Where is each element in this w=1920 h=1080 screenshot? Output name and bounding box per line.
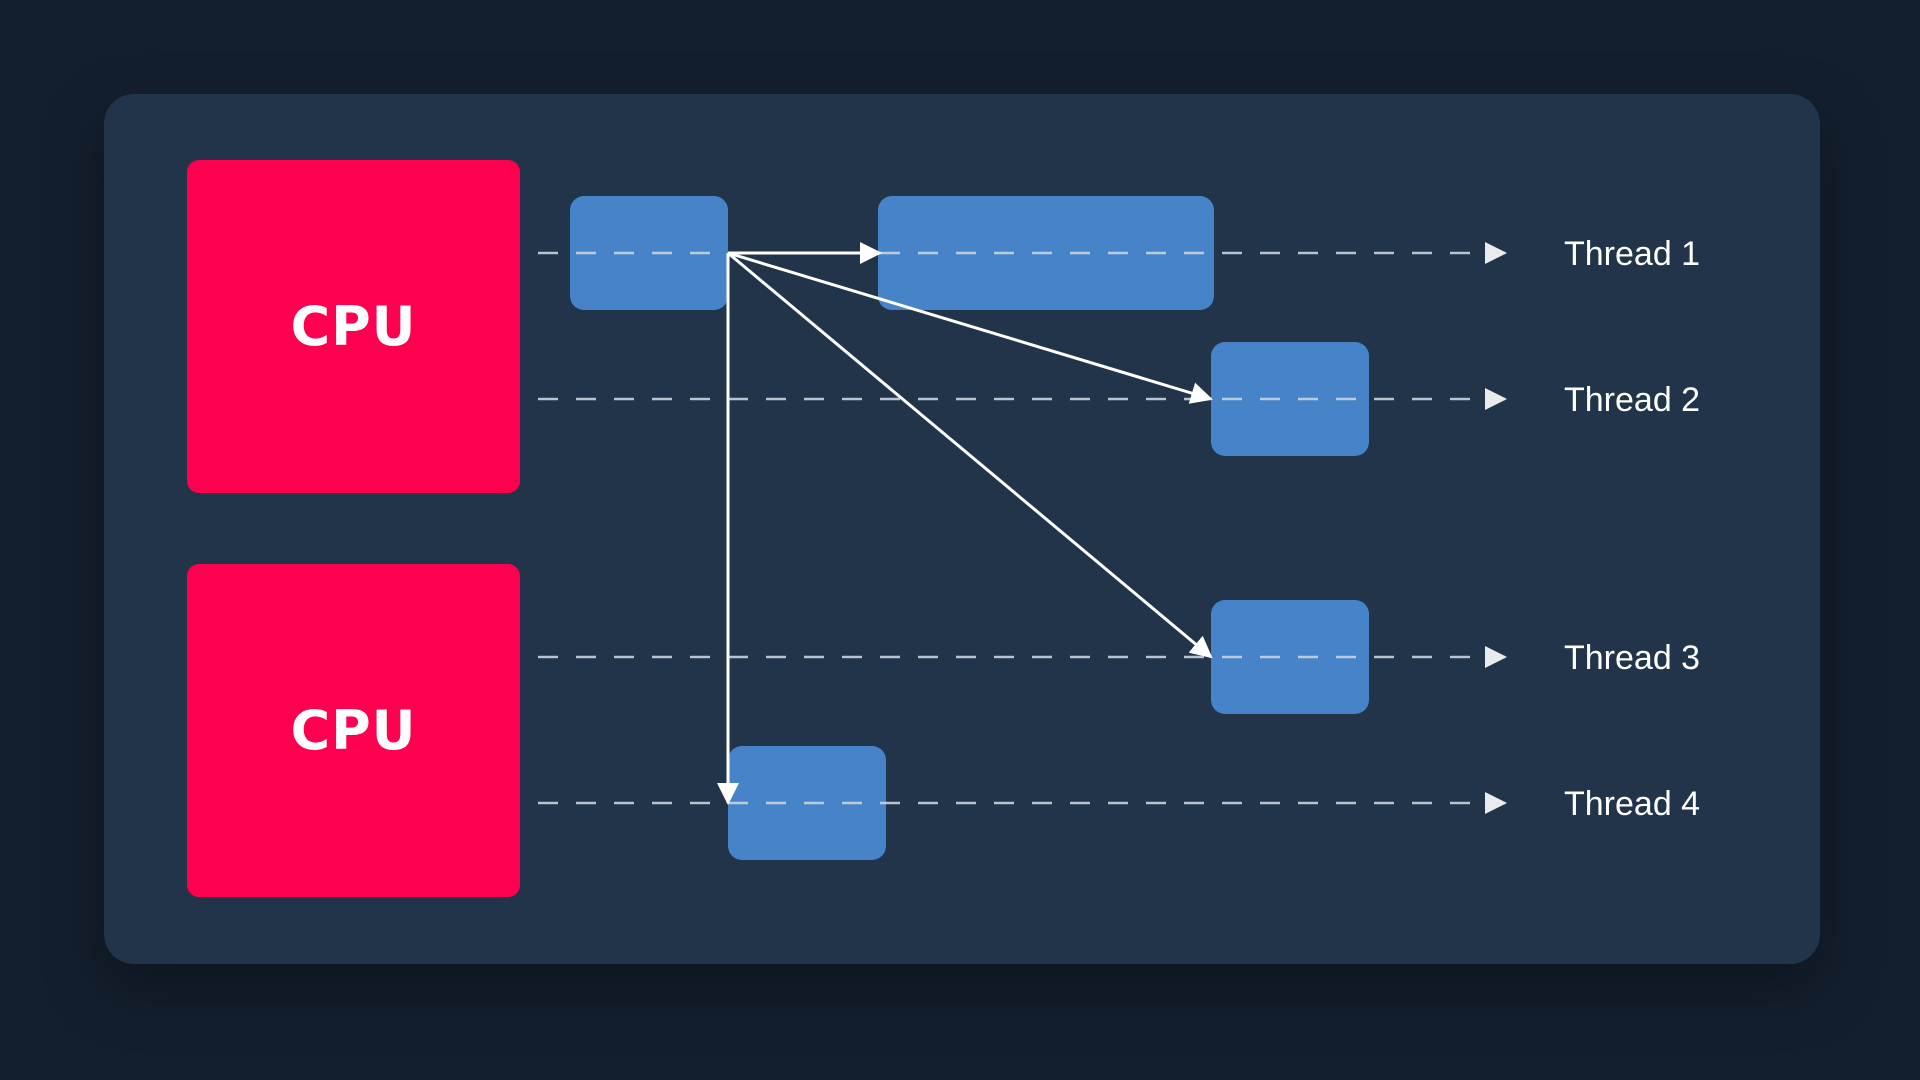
task-block-1	[570, 196, 728, 310]
cpu-block-1: CPU	[187, 160, 520, 493]
flow-arrow-to-thread-3	[727, 251, 1213, 659]
cpu-block-2: CPU	[187, 564, 520, 897]
task-block-4	[1211, 600, 1369, 714]
thread-label-1: Thread 1	[1564, 235, 1700, 273]
thread-label-4: Thread 4	[1564, 785, 1700, 823]
flow-arrow-to-thread-2	[727, 251, 1213, 404]
task-block-3	[1211, 342, 1369, 456]
thread-label-3: Thread 3	[1564, 639, 1700, 677]
thread-label-2: Thread 2	[1564, 381, 1700, 419]
